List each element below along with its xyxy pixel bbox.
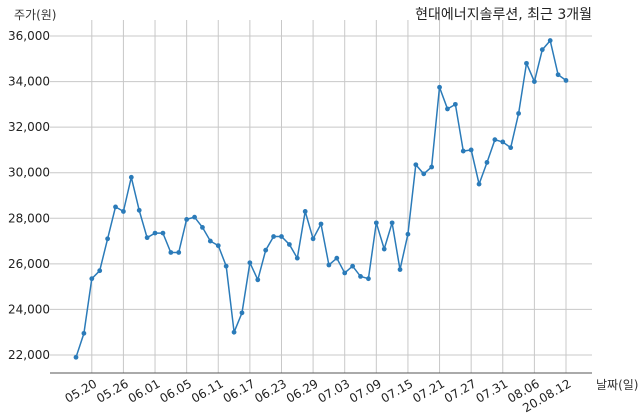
data-point [563, 78, 569, 83]
data-point [152, 230, 158, 236]
data-point [81, 330, 87, 336]
x-tick-label: 06.01 [126, 376, 163, 405]
x-tick-label: 07.09 [347, 376, 384, 405]
data-point [342, 270, 348, 276]
data-point [286, 242, 292, 247]
data-point [207, 238, 213, 244]
data-point [381, 246, 387, 252]
data-point [366, 276, 371, 282]
data-point [247, 260, 253, 266]
data-point [421, 171, 427, 177]
data-point [358, 273, 363, 279]
y-tick-label: 26,000 [8, 257, 50, 271]
y-tick-label: 34,000 [8, 75, 50, 89]
data-point [121, 209, 126, 214]
x-axis-label: 날짜(일) [596, 378, 638, 392]
data-point [555, 72, 561, 78]
data-point [373, 220, 379, 226]
data-point [445, 106, 450, 112]
x-tick-label: 06.23 [252, 376, 289, 405]
data-point [413, 162, 419, 168]
data-point [452, 101, 458, 107]
y-tick-label: 32,000 [8, 120, 50, 134]
data-point [397, 267, 403, 272]
x-tick-label: 06.05 [157, 376, 194, 405]
series-line-group [73, 38, 569, 360]
data-point [271, 234, 276, 239]
x-tick-label: 06.29 [284, 376, 321, 405]
chart-title: 현대에너지솔루션, 최근 3개월 [415, 7, 592, 23]
data-point [524, 60, 529, 66]
data-point [326, 262, 332, 268]
data-point [192, 214, 197, 220]
y-tick-label: 30,000 [8, 166, 50, 180]
x-tick-label: 07.03 [315, 376, 352, 405]
data-point [508, 145, 514, 151]
data-point [531, 79, 537, 84]
data-point [484, 160, 490, 165]
x-tick-label: 07.27 [442, 376, 479, 405]
y-axis-label: 주가(원) [14, 8, 56, 22]
data-point [500, 139, 506, 145]
y-tick-label: 22,000 [8, 348, 50, 362]
data-point [105, 236, 111, 242]
data-point [215, 243, 221, 249]
data-point [176, 250, 182, 255]
x-tick-label: 07.21 [410, 376, 447, 405]
data-point [97, 268, 103, 274]
data-point [239, 310, 245, 316]
data-point [168, 250, 174, 255]
y-tick-label: 28,000 [8, 211, 50, 225]
data-point [200, 225, 205, 230]
x-tick-label: 05.20 [63, 376, 100, 405]
data-point [350, 263, 356, 269]
data-point [223, 263, 229, 269]
data-point [294, 255, 300, 261]
x-tick-label: 07.15 [379, 376, 416, 405]
data-point [476, 181, 482, 187]
axes: 22,000 24,000 26,000 28,000 30,000 32,000 34,0… [8, 29, 592, 414]
data-point [128, 174, 134, 180]
data-point [539, 47, 545, 53]
data-point [113, 204, 118, 210]
data-point [334, 255, 340, 261]
grid [50, 20, 592, 373]
data-point [405, 231, 411, 237]
data-point [255, 277, 261, 283]
data-point [263, 247, 269, 253]
data-point [279, 234, 284, 239]
data-point [468, 147, 474, 153]
data-point [547, 38, 553, 43]
x-tick-label: 05.26 [94, 376, 131, 405]
data-point [302, 209, 308, 214]
data-point [318, 221, 324, 227]
x-tick-label: 06.17 [221, 376, 258, 405]
data-point [389, 220, 395, 226]
data-point [136, 207, 142, 213]
data-point [516, 111, 521, 116]
y-tick-label: 36,000 [8, 29, 50, 43]
data-point [144, 235, 150, 241]
data-point [492, 137, 498, 143]
data-point [184, 217, 190, 222]
data-point [310, 236, 316, 242]
data-point [73, 354, 79, 360]
data-point [231, 329, 237, 335]
data-point [160, 230, 166, 236]
data-point [429, 164, 435, 170]
x-tick-label: 07.31 [474, 376, 511, 405]
data-point [89, 276, 95, 282]
data-point [460, 148, 466, 154]
x-tick-label: 06.11 [189, 376, 226, 405]
y-tick-label: 24,000 [8, 302, 50, 316]
data-point [437, 84, 442, 90]
